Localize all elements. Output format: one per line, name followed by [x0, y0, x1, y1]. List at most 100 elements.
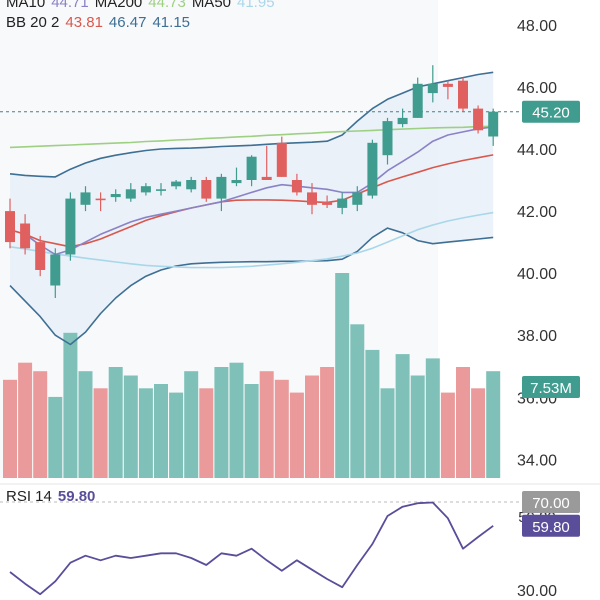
candle-body[interactable] — [80, 192, 91, 205]
ma10-value: 44.71 — [51, 0, 89, 11]
rsi-overbought-tag — [522, 491, 580, 513]
candle-body[interactable] — [352, 192, 363, 205]
candle-body[interactable] — [171, 181, 182, 187]
rsi-value-tag — [522, 514, 580, 537]
candle-body[interactable] — [95, 198, 106, 201]
last-price-tag — [522, 100, 580, 123]
volume-bar[interactable] — [214, 367, 229, 478]
moving-average-legend: MA10 44.71 MA200 44.73 MA50 41.95 — [6, 0, 281, 11]
volume-bar[interactable] — [48, 396, 63, 478]
volume-bar[interactable] — [3, 379, 17, 478]
ma200-label: MA200 — [94, 0, 143, 11]
bollinger-legend: BB 20 2 43.81 46.47 41.15 — [6, 14, 196, 31]
candle-body[interactable] — [65, 198, 76, 255]
candle-body[interactable] — [5, 211, 15, 243]
ma50-value: 41.95 — [237, 0, 275, 11]
volume-bar[interactable] — [259, 371, 274, 478]
volume-bar[interactable] — [108, 367, 123, 478]
candle-body[interactable] — [397, 117, 408, 125]
candle-body[interactable] — [276, 142, 287, 177]
candle-body[interactable] — [412, 83, 423, 118]
volume-bar[interactable] — [289, 392, 304, 478]
volume-bar[interactable] — [440, 392, 455, 478]
candle-body[interactable] — [458, 80, 468, 109]
price-tick-label: 46.00 — [517, 80, 557, 97]
rsi-value: 59.80 — [57, 488, 96, 505]
volume-bar[interactable] — [199, 388, 214, 478]
candle-body[interactable] — [322, 201, 333, 205]
candle-body[interactable] — [231, 180, 242, 184]
volume-bar[interactable] — [471, 388, 486, 478]
volume-bar[interactable] — [274, 379, 289, 478]
ma200-value: 44.73 — [148, 0, 186, 11]
volume-bar[interactable] — [138, 388, 153, 478]
bb-upper-value: 46.47 — [108, 14, 147, 31]
volume-bar[interactable] — [18, 362, 33, 478]
candle-body[interactable] — [110, 194, 121, 198]
volume-bar[interactable] — [380, 388, 395, 478]
volume-bar[interactable] — [63, 332, 78, 478]
candle-body[interactable] — [442, 83, 453, 87]
candle-body[interactable] — [216, 176, 227, 199]
bb-label: BB 20 2 — [6, 14, 60, 31]
candle-body[interactable] — [50, 254, 61, 286]
candle-body[interactable] — [186, 180, 197, 190]
bb-mid-line — [9, 154, 494, 248]
candle-body[interactable] — [125, 189, 136, 199]
ma50-line — [9, 211, 494, 269]
volume-bar[interactable] — [305, 375, 319, 479]
candle-body[interactable] — [156, 189, 166, 191]
candle-body[interactable] — [488, 111, 499, 137]
volume-bar[interactable] — [93, 388, 108, 478]
volume-bar[interactable] — [320, 367, 335, 478]
bb-lower-value: 41.15 — [152, 14, 191, 31]
candle-body[interactable] — [337, 198, 348, 208]
volume-bar[interactable] — [169, 392, 184, 478]
candle-body[interactable] — [35, 242, 46, 270]
bb-mid-value: 43.81 — [65, 14, 103, 31]
volume-bar[interactable] — [154, 384, 168, 478]
ma50-label: MA50 — [191, 0, 231, 11]
candle-body[interactable] — [140, 186, 151, 193]
volume-bar[interactable] — [486, 371, 501, 478]
volume-bar[interactable] — [123, 375, 138, 479]
bb-upper-line — [9, 71, 494, 178]
candle-body[interactable] — [473, 108, 484, 131]
ma10-label: MA10 — [6, 0, 46, 11]
volume-bar[interactable] — [78, 371, 93, 478]
volume-bar[interactable] — [33, 371, 48, 478]
candle-body[interactable] — [307, 192, 317, 205]
volume-bar[interactable] — [335, 273, 350, 478]
price-tick-label: 42.00 — [517, 204, 557, 221]
candle-body[interactable] — [201, 180, 212, 199]
price-tick-label: 44.00 — [517, 142, 557, 159]
ma200-line — [9, 125, 494, 149]
volume-bar[interactable] — [425, 358, 440, 478]
candle-body[interactable] — [261, 176, 272, 180]
volume-bar[interactable] — [365, 349, 380, 478]
candle-body[interactable] — [427, 83, 438, 94]
volume-bar[interactable] — [410, 375, 425, 479]
price-tick-label: 40.00 — [517, 266, 557, 283]
price-tick-label: 34.00 — [517, 452, 557, 469]
candle-body[interactable] — [20, 223, 31, 249]
candle-body[interactable] — [367, 142, 378, 196]
rsi-label: RSI 14 — [6, 488, 52, 505]
volume-bar[interactable] — [395, 354, 410, 478]
candle-body[interactable] — [382, 121, 393, 156]
price-tick-label: 38.00 — [517, 328, 557, 345]
volume-bar[interactable] — [350, 324, 365, 479]
volume-tag-label: 7.53M — [530, 380, 572, 397]
rsi-legend: RSI 14 59.80 — [6, 488, 101, 505]
volume-bar[interactable] — [244, 384, 259, 478]
candle-body[interactable] — [291, 180, 302, 193]
volume-bar[interactable] — [229, 362, 244, 478]
volume-bar[interactable] — [456, 367, 470, 478]
rsi-tick-label: 30.00 — [517, 583, 557, 600]
price-tick-label: 48.00 — [517, 18, 557, 35]
ma10-line — [24, 126, 494, 256]
candle-body[interactable] — [246, 156, 257, 180]
volume-bar[interactable] — [184, 371, 199, 478]
